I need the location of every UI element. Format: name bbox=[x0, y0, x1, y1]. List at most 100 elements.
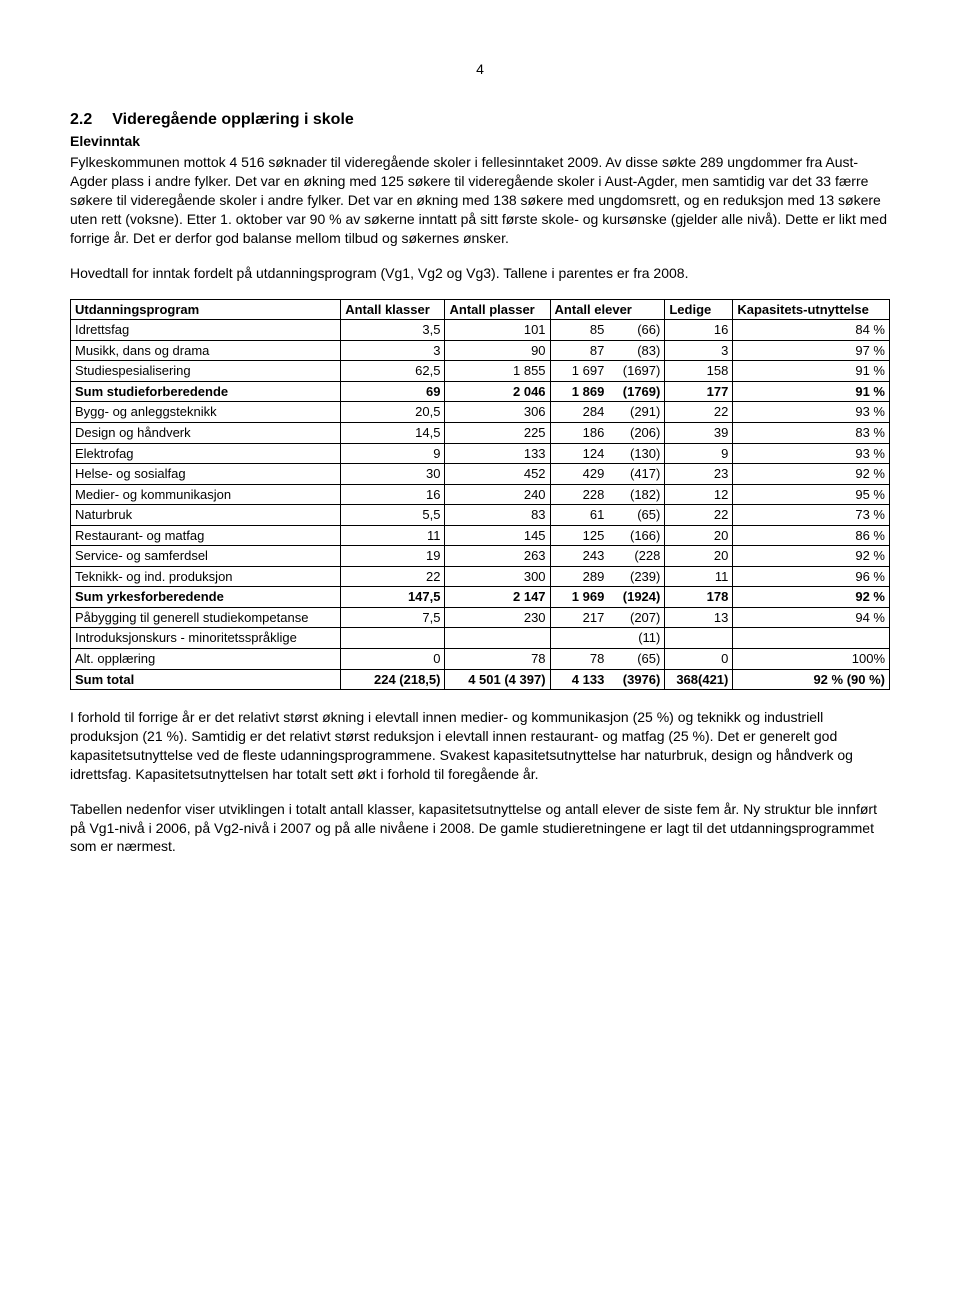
cell-kap: 92 % bbox=[733, 546, 890, 567]
table-row: Restaurant- og matfag11145125(166)2086 % bbox=[71, 525, 890, 546]
cell-elever: 228(182) bbox=[550, 484, 665, 505]
cell-plasser: 225 bbox=[445, 423, 550, 444]
cell-klasser: 11 bbox=[341, 525, 445, 546]
cell-kap: 73 % bbox=[733, 505, 890, 526]
cell-plasser: 452 bbox=[445, 464, 550, 485]
cell-plasser: 2 046 bbox=[445, 381, 550, 402]
cell-klasser: 147,5 bbox=[341, 587, 445, 608]
cell-plasser: 230 bbox=[445, 607, 550, 628]
table-row: Introduksjonskurs - minoritetsspråklige (… bbox=[71, 628, 890, 649]
table-row: Alt. opplæring07878(65)0100% bbox=[71, 649, 890, 670]
cell-klasser: 30 bbox=[341, 464, 445, 485]
table-row: Teknikk- og ind. produksjon22300289(239)… bbox=[71, 566, 890, 587]
cell-ledige: 23 bbox=[665, 464, 733, 485]
table-header-row: Utdanningsprogram Antall klasser Antall … bbox=[71, 299, 890, 320]
table-row: Sum studieforberedende692 0461 869(1769)… bbox=[71, 381, 890, 402]
paragraph-4: Tabellen nedenfor viser utviklingen i to… bbox=[70, 800, 890, 857]
cell-kap: 92 % (90 %) bbox=[733, 669, 890, 690]
col-klasser: Antall klasser bbox=[341, 299, 445, 320]
cell-kap: 84 % bbox=[733, 320, 890, 341]
cell-kap: 92 % bbox=[733, 464, 890, 485]
cell-program: Helse- og sosialfag bbox=[71, 464, 341, 485]
cell-ledige: 3 bbox=[665, 340, 733, 361]
cell-plasser: 78 bbox=[445, 649, 550, 670]
table-row: Bygg- og anleggsteknikk20,5306284(291)22… bbox=[71, 402, 890, 423]
cell-kap: 91 % bbox=[733, 381, 890, 402]
cell-plasser bbox=[445, 628, 550, 649]
cell-program: Musikk, dans og drama bbox=[71, 340, 341, 361]
cell-plasser: 1 855 bbox=[445, 361, 550, 382]
table-row: Sum yrkesforberedende147,52 1471 969(192… bbox=[71, 587, 890, 608]
cell-program: Introduksjonskurs - minoritetsspråklige bbox=[71, 628, 341, 649]
section-number: 2.2 bbox=[70, 109, 92, 131]
cell-plasser: 263 bbox=[445, 546, 550, 567]
cell-program: Alt. opplæring bbox=[71, 649, 341, 670]
cell-kap: 91 % bbox=[733, 361, 890, 382]
cell-program: Sum yrkesforberedende bbox=[71, 587, 341, 608]
cell-elever: 1 697(1697) bbox=[550, 361, 665, 382]
cell-klasser: 7,5 bbox=[341, 607, 445, 628]
cell-klasser: 20,5 bbox=[341, 402, 445, 423]
cell-kap: 86 % bbox=[733, 525, 890, 546]
cell-elever: 243(228 bbox=[550, 546, 665, 567]
cell-ledige: 20 bbox=[665, 525, 733, 546]
cell-elever: 124(130) bbox=[550, 443, 665, 464]
cell-kap: 97 % bbox=[733, 340, 890, 361]
cell-klasser: 16 bbox=[341, 484, 445, 505]
cell-kap: 95 % bbox=[733, 484, 890, 505]
table-row: Påbygging til generell studiekompetanse7… bbox=[71, 607, 890, 628]
cell-ledige: 368(421) bbox=[665, 669, 733, 690]
cell-plasser: 90 bbox=[445, 340, 550, 361]
cell-program: Sum studieforberedende bbox=[71, 381, 341, 402]
cell-klasser: 9 bbox=[341, 443, 445, 464]
cell-program: Bygg- og anleggsteknikk bbox=[71, 402, 341, 423]
cell-klasser: 224 (218,5) bbox=[341, 669, 445, 690]
cell-elever: 87(83) bbox=[550, 340, 665, 361]
table-row: Medier- og kommunikasjon16240228(182)129… bbox=[71, 484, 890, 505]
table-row: Elektrofag9133124(130)993 % bbox=[71, 443, 890, 464]
cell-kap: 92 % bbox=[733, 587, 890, 608]
col-ledige: Ledige bbox=[665, 299, 733, 320]
cell-program: Idrettsfag bbox=[71, 320, 341, 341]
cell-plasser: 133 bbox=[445, 443, 550, 464]
cell-plasser: 300 bbox=[445, 566, 550, 587]
cell-program: Studiespesialisering bbox=[71, 361, 341, 382]
cell-klasser: 69 bbox=[341, 381, 445, 402]
cell-elever: 125(166) bbox=[550, 525, 665, 546]
cell-elever: 78(65) bbox=[550, 649, 665, 670]
cell-klasser bbox=[341, 628, 445, 649]
intake-table: Utdanningsprogram Antall klasser Antall … bbox=[70, 299, 890, 690]
cell-program: Naturbruk bbox=[71, 505, 341, 526]
col-kap: Kapasitets-utnyttelse bbox=[733, 299, 890, 320]
cell-program: Elektrofag bbox=[71, 443, 341, 464]
table-row: Musikk, dans og drama39087(83)397 % bbox=[71, 340, 890, 361]
page-number: 4 bbox=[70, 60, 890, 79]
cell-klasser: 3 bbox=[341, 340, 445, 361]
cell-program: Påbygging til generell studiekompetanse bbox=[71, 607, 341, 628]
cell-program: Sum total bbox=[71, 669, 341, 690]
cell-elever: (11) bbox=[550, 628, 665, 649]
cell-plasser: 2 147 bbox=[445, 587, 550, 608]
cell-ledige: 158 bbox=[665, 361, 733, 382]
cell-ledige: 13 bbox=[665, 607, 733, 628]
cell-elever: 1 969(1924) bbox=[550, 587, 665, 608]
cell-elever: 4 133(3976) bbox=[550, 669, 665, 690]
cell-program: Design og håndverk bbox=[71, 423, 341, 444]
cell-ledige bbox=[665, 628, 733, 649]
cell-ledige: 0 bbox=[665, 649, 733, 670]
cell-klasser: 3,5 bbox=[341, 320, 445, 341]
cell-klasser: 0 bbox=[341, 649, 445, 670]
cell-kap: 83 % bbox=[733, 423, 890, 444]
cell-program: Teknikk- og ind. produksjon bbox=[71, 566, 341, 587]
cell-ledige: 177 bbox=[665, 381, 733, 402]
table-row: Service- og samferdsel19263243(2282092 % bbox=[71, 546, 890, 567]
cell-plasser: 83 bbox=[445, 505, 550, 526]
col-elever: Antall elever bbox=[550, 299, 665, 320]
cell-kap: 94 % bbox=[733, 607, 890, 628]
table-row: Sum total224 (218,5)4 501 (4 397)4 133(3… bbox=[71, 669, 890, 690]
table-row: Studiespesialisering62,51 8551 697(1697)… bbox=[71, 361, 890, 382]
cell-elever: 284(291) bbox=[550, 402, 665, 423]
cell-kap: 96 % bbox=[733, 566, 890, 587]
cell-ledige: 16 bbox=[665, 320, 733, 341]
col-plasser: Antall plasser bbox=[445, 299, 550, 320]
